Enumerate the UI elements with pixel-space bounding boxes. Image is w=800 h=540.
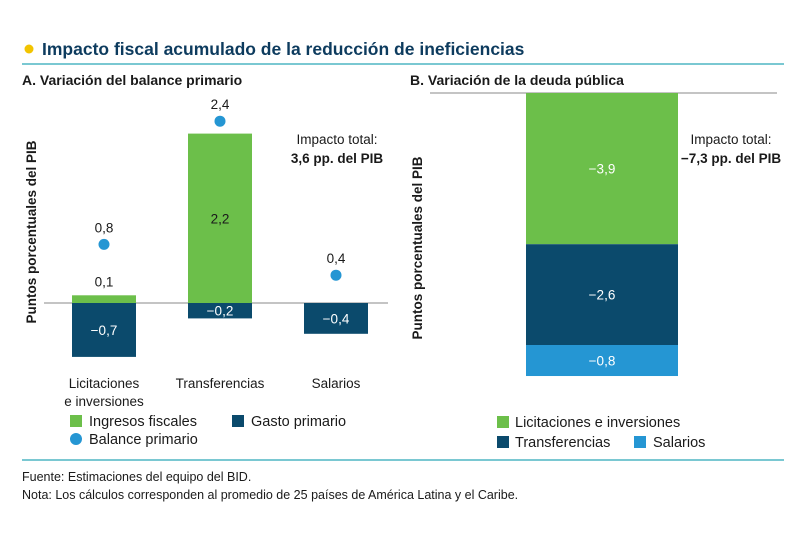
ingresos-bar bbox=[72, 295, 136, 303]
panel-a-plot: 0,1 −0,7 0,8 Licitaciones e inversiones 2,2 −0… bbox=[64, 97, 368, 409]
title-bullet-icon bbox=[24, 44, 34, 54]
legend-transferencias-label: Transferencias bbox=[515, 435, 610, 451]
legend-balance-label: Balance primario bbox=[89, 432, 198, 448]
figure-title: Impacto fiscal acumulado de la reducción… bbox=[42, 39, 525, 59]
debt-segment-label: −2,6 bbox=[589, 288, 616, 303]
balance-dot bbox=[98, 238, 110, 250]
debt-segment-label: −3,9 bbox=[589, 162, 616, 177]
ingresos-value-label: 2,2 bbox=[211, 211, 230, 226]
category-label: Salarios bbox=[312, 376, 361, 391]
legend-ingresos-swatch bbox=[70, 415, 82, 427]
gasto-bar bbox=[304, 303, 368, 334]
panel-b-y-axis-title: Puntos porcentuales del PIB bbox=[410, 156, 425, 339]
panel-a-y-axis-title: Puntos porcentuales del PIB bbox=[24, 140, 39, 323]
debt-segment-bar bbox=[526, 345, 678, 377]
panel-b-plot: −3,9 −2,6 −0,8 bbox=[526, 93, 678, 377]
legend-gasto-label: Gasto primario bbox=[251, 414, 346, 430]
balance-value-label: 0,8 bbox=[95, 220, 114, 235]
ingresos-bar bbox=[188, 133, 252, 303]
category-label: Transferencias bbox=[176, 376, 265, 391]
gasto-value-label: −0,7 bbox=[91, 323, 118, 338]
balance-dot bbox=[214, 115, 226, 127]
debt-segment-bar bbox=[526, 93, 678, 245]
balance-dot bbox=[330, 269, 342, 281]
gasto-value-label: −0,4 bbox=[323, 311, 350, 326]
legend-gasto-swatch bbox=[232, 415, 244, 427]
footer-note: Nota: Los cálculos corresponden al prome… bbox=[22, 488, 518, 502]
legend-salarios-label: Salarios bbox=[653, 435, 705, 451]
category-label: e inversiones bbox=[64, 394, 144, 409]
panel-a-annotation-line2: 3,6 pp. del PIB bbox=[291, 151, 384, 166]
legend-licitaciones-swatch bbox=[497, 416, 509, 428]
panel-b-title: B. Variación de la deuda pública bbox=[410, 72, 624, 88]
panel-a-annotation-line1: Impacto total: bbox=[296, 132, 377, 147]
debt-segment-bar bbox=[526, 244, 678, 346]
panel-b-annotation-line2: −7,3 pp. del PIB bbox=[681, 151, 781, 166]
panel-b-annotation-line1: Impacto total: bbox=[690, 132, 771, 147]
balance-value-label: 2,4 bbox=[211, 97, 230, 112]
legend-salarios-swatch bbox=[634, 436, 646, 448]
footer-source: Fuente: Estimaciones del equipo del BID. bbox=[22, 470, 251, 484]
legend-balance-marker bbox=[70, 433, 82, 445]
legend-licitaciones-label: Licitaciones e inversiones bbox=[515, 415, 680, 431]
gasto-bar bbox=[72, 303, 136, 357]
category-label: Licitaciones bbox=[69, 376, 140, 391]
legend-ingresos-label: Ingresos fiscales bbox=[89, 414, 197, 430]
debt-segment-label: −0,8 bbox=[589, 354, 616, 369]
panel-a-title: A. Variación del balance primario bbox=[22, 72, 242, 88]
gasto-value-label: −0,2 bbox=[207, 304, 234, 319]
balance-value-label: 0,4 bbox=[327, 251, 346, 266]
legend-transferencias-swatch bbox=[497, 436, 509, 448]
ingresos-value-label: 0,1 bbox=[95, 274, 114, 289]
gasto-bar bbox=[188, 303, 252, 319]
